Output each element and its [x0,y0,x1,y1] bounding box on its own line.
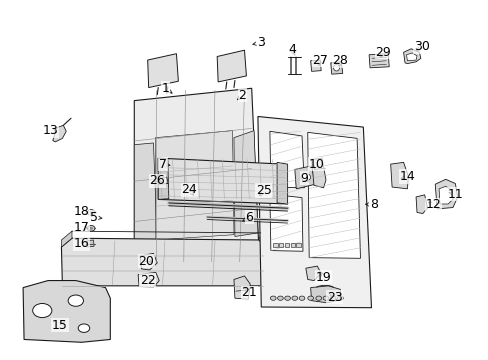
Polygon shape [415,195,427,213]
Circle shape [33,303,52,318]
Polygon shape [53,125,66,142]
Polygon shape [390,162,407,189]
Polygon shape [61,238,265,286]
Polygon shape [307,132,360,258]
Bar [273,243,277,247]
Text: 24: 24 [181,183,197,196]
Circle shape [87,225,95,231]
Text: 21: 21 [241,287,257,300]
Text: 19: 19 [315,270,331,284]
Polygon shape [217,50,246,82]
Polygon shape [61,231,72,247]
Polygon shape [368,54,388,68]
Text: 10: 10 [308,158,324,171]
Text: 23: 23 [326,291,342,303]
Circle shape [291,296,297,300]
Text: 25: 25 [255,184,271,197]
Polygon shape [330,62,342,74]
Text: 13: 13 [42,124,58,137]
Polygon shape [158,158,168,199]
Polygon shape [158,177,167,184]
Polygon shape [310,286,340,303]
Polygon shape [277,162,287,204]
Polygon shape [138,273,159,288]
Polygon shape [134,143,157,243]
Polygon shape [233,131,257,237]
Text: 17: 17 [74,221,89,234]
Text: 3: 3 [257,36,264,49]
Polygon shape [257,117,371,308]
Polygon shape [87,240,94,247]
Text: 6: 6 [245,211,253,224]
Text: 5: 5 [89,211,97,224]
Text: 1: 1 [161,82,169,95]
Bar [296,243,300,247]
Circle shape [87,210,95,215]
Text: 14: 14 [399,170,414,183]
Circle shape [78,324,89,332]
Text: 11: 11 [447,188,462,201]
Polygon shape [147,54,178,87]
Text: 7: 7 [159,158,167,171]
Text: 12: 12 [425,198,441,211]
Polygon shape [294,166,315,189]
Circle shape [89,227,93,230]
Bar [279,243,283,247]
Text: 27: 27 [312,54,327,67]
Circle shape [307,296,313,300]
Circle shape [315,296,321,300]
Text: 16: 16 [74,237,89,250]
Polygon shape [258,234,267,247]
Text: 29: 29 [375,46,390,59]
Polygon shape [155,131,233,240]
Polygon shape [23,280,110,342]
Bar [290,243,294,247]
Polygon shape [158,158,287,204]
Circle shape [299,296,304,300]
Polygon shape [434,179,457,209]
Text: 4: 4 [288,43,296,56]
Text: 28: 28 [332,54,347,67]
Polygon shape [403,49,420,64]
Polygon shape [406,53,416,61]
Text: 9: 9 [300,172,308,185]
Text: 22: 22 [140,274,155,287]
Text: 20: 20 [138,255,154,267]
Circle shape [301,174,310,181]
Polygon shape [305,266,321,280]
Circle shape [68,295,83,306]
Circle shape [323,296,328,300]
Polygon shape [140,253,157,270]
Text: 26: 26 [149,174,165,187]
Polygon shape [134,88,258,263]
Ellipse shape [333,65,339,71]
Text: 18: 18 [74,205,89,218]
Polygon shape [269,194,303,251]
Polygon shape [310,60,321,71]
Circle shape [284,296,290,300]
Polygon shape [438,186,452,204]
Text: 30: 30 [413,40,429,53]
Polygon shape [233,276,250,299]
Text: 8: 8 [369,198,377,211]
Polygon shape [269,131,304,188]
Bar [284,243,288,247]
Circle shape [89,211,92,213]
Text: 2: 2 [238,89,245,102]
Polygon shape [311,158,325,188]
Text: 15: 15 [52,319,68,332]
Circle shape [337,296,343,300]
Circle shape [277,296,283,300]
Circle shape [329,296,335,300]
Circle shape [270,296,276,300]
